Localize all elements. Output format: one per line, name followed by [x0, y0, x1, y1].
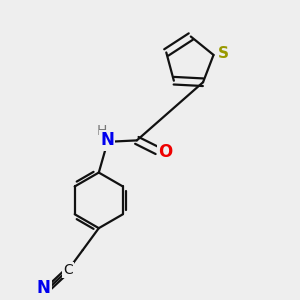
Text: C: C [63, 263, 73, 277]
Text: N: N [37, 279, 50, 297]
Text: N: N [100, 131, 114, 149]
Text: S: S [218, 46, 228, 61]
Text: H: H [97, 124, 107, 138]
Text: O: O [158, 143, 172, 161]
